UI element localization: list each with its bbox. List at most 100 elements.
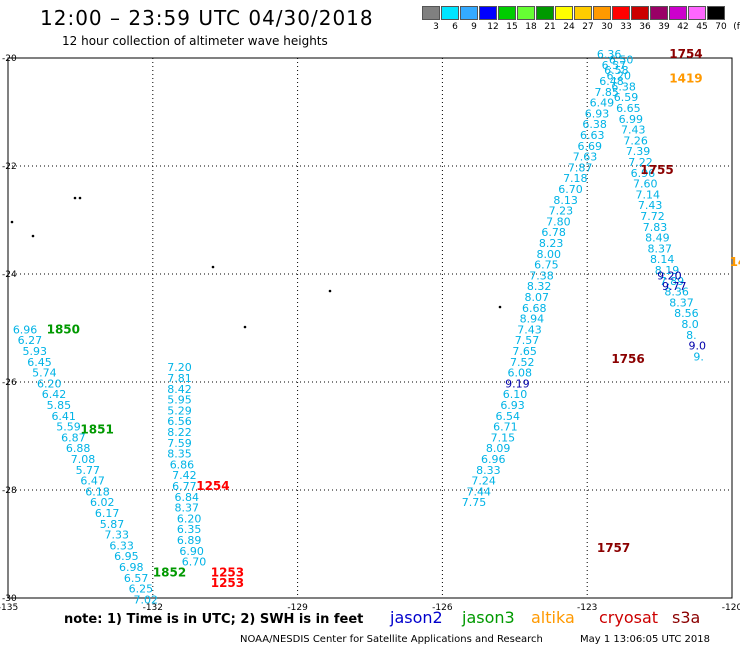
wave-height-label: 7.42 xyxy=(172,469,197,482)
time-label: 1756 xyxy=(611,352,644,366)
wave-height-label: 6.58 xyxy=(604,64,629,77)
wave-height-label: 8.56 xyxy=(674,307,699,320)
wave-height-label: 6.71 xyxy=(493,421,517,434)
x-tick-label: -129 xyxy=(287,603,308,613)
wave-height-label: 7.38 xyxy=(529,269,554,282)
island-mark xyxy=(498,305,502,309)
scale-swatch xyxy=(612,6,630,20)
wave-height-label: 8.37 xyxy=(175,502,200,515)
wave-height-label: 5.87 xyxy=(100,518,125,531)
wave-height-label: 8.22 xyxy=(167,426,192,439)
wave-height-label: 8.42 xyxy=(167,383,192,396)
wave-height-label: 6.33 xyxy=(109,539,134,552)
wave-height-label: 7.18 xyxy=(563,172,588,185)
wave-height-label: 7.52 xyxy=(510,356,535,369)
wave-height-label: 7.89 xyxy=(660,275,685,288)
wave-height-label: 6.95 xyxy=(114,550,139,563)
wave-height-label: 8. xyxy=(686,329,697,342)
footer-note: note: 1) Time is in UTC; 2) SWH is in fe… xyxy=(64,612,364,627)
island-mark xyxy=(31,234,35,238)
scale-swatch xyxy=(631,6,649,20)
x-tick-label: -120 xyxy=(722,603,740,613)
scale-label: 21 xyxy=(544,22,556,32)
wave-height-label: 6.48 xyxy=(599,75,624,88)
scale-swatch xyxy=(707,6,725,20)
wave-height-label: 6.56 xyxy=(167,415,192,428)
wave-height-label: 7.08 xyxy=(71,453,96,466)
wave-height-label: 7.72 xyxy=(640,210,665,223)
wave-height-label: 7.80 xyxy=(546,215,571,228)
island-mark xyxy=(78,196,82,200)
scale-label: 36 xyxy=(639,22,651,32)
wave-height-label: 6.10 xyxy=(503,388,528,401)
time-label: 1851 xyxy=(80,422,113,436)
wave-height-label: 6.96 xyxy=(481,453,506,466)
wave-height-label: 8.14 xyxy=(650,253,675,266)
wave-height-label: 9.77 xyxy=(662,280,687,293)
wave-height-label: 6.93 xyxy=(585,107,610,120)
wave-height-label: 6.90 xyxy=(179,545,204,558)
wave-height-label: 7.87 xyxy=(568,161,593,174)
wave-height-label: 8.07 xyxy=(524,291,549,304)
wave-height-label: 7.59 xyxy=(167,437,192,450)
time-label: 1757 xyxy=(597,541,630,555)
wave-height-label: 7.75 xyxy=(462,496,487,509)
time-label: 1253 xyxy=(211,576,244,590)
scale-label: 18 xyxy=(525,22,537,32)
wave-height-label: 6.96 xyxy=(13,323,38,336)
wave-height-label: 6.47 xyxy=(80,475,105,488)
wave-height-label: 6.45 xyxy=(27,356,52,369)
wave-height-label: 6.38 xyxy=(582,118,607,131)
wave-height-label: 8.0 xyxy=(681,318,699,331)
wave-height-label: 6.41 xyxy=(51,410,76,423)
wave-height-label: 5.85 xyxy=(47,399,72,412)
scale-label: 15 xyxy=(506,22,518,32)
x-tick-label: -132 xyxy=(143,603,163,613)
wave-height-label: 6.08 xyxy=(508,367,533,380)
wave-height-label: 6.54 xyxy=(495,410,520,423)
wave-height-label: 6.49 xyxy=(590,97,615,110)
wave-height-label: 8.37 xyxy=(669,296,694,309)
scale-swatch xyxy=(498,6,516,20)
plot-frame xyxy=(7,57,733,599)
wave-height-label: 8.09 xyxy=(486,442,511,455)
wave-height-label: 6.63 xyxy=(580,129,605,142)
wave-height-label: 7.81 xyxy=(167,372,192,385)
wave-height-label: 8.13 xyxy=(553,194,578,207)
wave-height-label: 6.70 xyxy=(182,556,207,569)
satellite-cryosat: cryosat xyxy=(599,608,659,627)
wave-height-label: 6.18 xyxy=(85,485,110,498)
chart-title: 12:00 – 23:59 UTC 04/30/2018 xyxy=(40,6,374,30)
wave-height-label: 7.15 xyxy=(491,431,515,444)
wave-height-label: 8.19 xyxy=(655,264,680,277)
scale-label: 6 xyxy=(452,22,458,32)
wave-height-label: 6.65 xyxy=(616,102,641,115)
scale-swatch xyxy=(517,6,535,20)
wave-height-label: 7.63 xyxy=(573,151,598,164)
wave-height-label: 6.96 xyxy=(631,167,656,180)
y-tick-label: -30 xyxy=(2,594,17,604)
wave-height-label: 8.00 xyxy=(537,248,562,261)
x-tick-label: -126 xyxy=(432,603,453,613)
scale-label: 24 xyxy=(563,22,575,32)
wave-height-label: 6.89 xyxy=(177,534,202,547)
wave-height-label: 6.88 xyxy=(66,442,91,455)
y-tick-label: -28 xyxy=(2,486,17,496)
wave-height-label: 8.37 xyxy=(648,242,673,255)
wave-height-label: 7.02 xyxy=(133,593,158,606)
scale-label: (ft) xyxy=(733,22,740,32)
wave-height-label: 6.20 xyxy=(607,70,632,83)
time-label: 1850 xyxy=(47,322,80,336)
wave-height-label: 6.77 xyxy=(172,480,197,493)
scale-label: 3 xyxy=(433,22,439,32)
wave-height-label: 7.26 xyxy=(623,134,648,147)
wave-height-label: 6.17 xyxy=(95,507,120,520)
wave-height-label: 5.93 xyxy=(22,345,47,358)
satellite-s3a: s3a xyxy=(672,608,701,627)
wave-height-label: 7.14 xyxy=(635,188,660,201)
wave-height-label: 6.35 xyxy=(177,523,202,536)
wave-height-label: 6.59 xyxy=(614,91,639,104)
wave-height-label: 6.75 xyxy=(534,259,559,272)
wave-height-label: 8.23 xyxy=(539,237,564,250)
scale-swatch xyxy=(574,6,592,20)
